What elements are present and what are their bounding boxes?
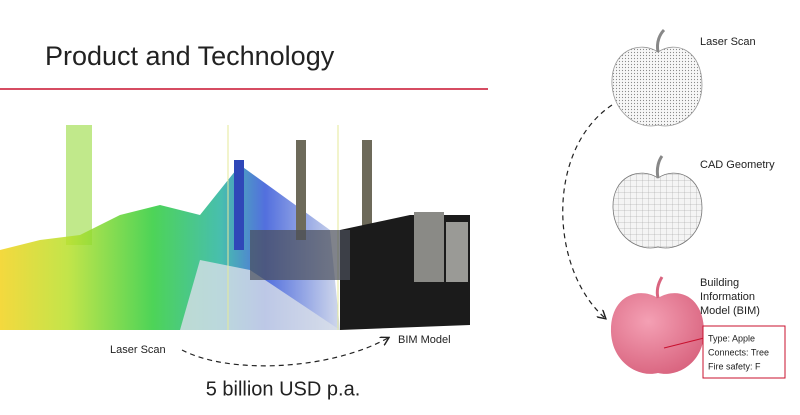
caption: 5 billion USD p.a. [206, 378, 361, 400]
stage-label: Building [700, 277, 739, 289]
stage-label: Information [700, 291, 755, 303]
stage-label: Laser Scan [700, 36, 756, 48]
title: Product and Technology [45, 41, 335, 71]
apple-bim [610, 276, 704, 374]
apple-cad [612, 155, 703, 249]
apple-scan [611, 28, 703, 127]
property: Fire safety: F [708, 361, 761, 371]
callout-line [663, 337, 705, 349]
from-label: Laser Scan [110, 344, 166, 356]
flow-arrow [181, 338, 388, 367]
stage-label: Model (BIM) [700, 305, 760, 317]
to-label: BIM Model [398, 334, 451, 346]
stage-label: CAD Geometry [700, 159, 775, 171]
stage-arrow [562, 104, 613, 318]
plant-illustration [0, 125, 470, 330]
properties-box [702, 325, 786, 379]
property: Type: Apple [708, 333, 755, 343]
property: Connects: Tree [708, 347, 769, 357]
